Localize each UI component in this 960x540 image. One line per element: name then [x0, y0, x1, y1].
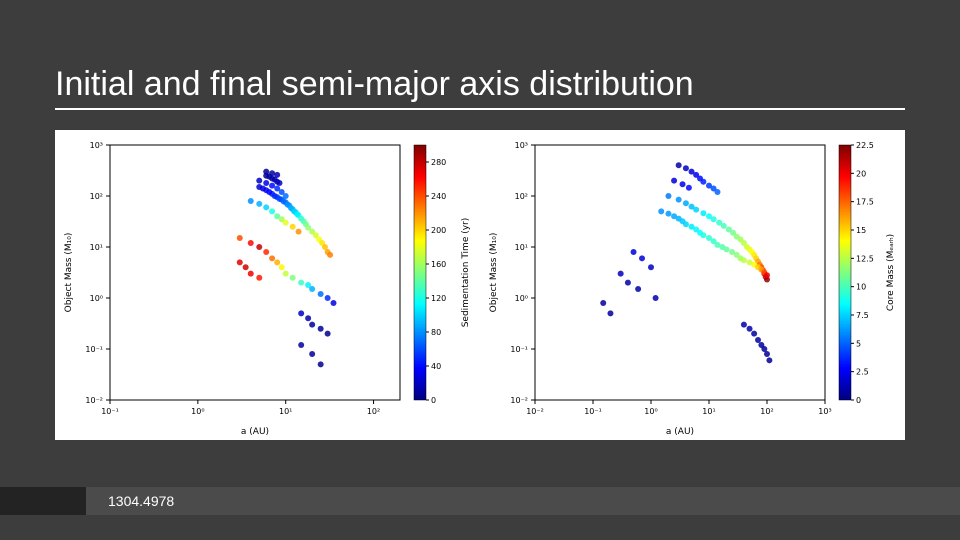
svg-text:10⁻¹: 10⁻¹	[584, 407, 602, 416]
svg-text:80: 80	[431, 328, 441, 337]
footer-reference: 1304.4978	[86, 487, 960, 515]
svg-text:a (AU): a (AU)	[241, 427, 269, 437]
svg-text:10⁰: 10⁰	[644, 407, 657, 416]
svg-text:10⁰: 10⁰	[191, 407, 204, 416]
svg-text:Object Mass (M₁₀): Object Mass (M₁₀)	[64, 233, 74, 313]
svg-text:Core Mass (Mₑₐᵣₕ): Core Mass (Mₑₐᵣₕ)	[886, 234, 896, 311]
svg-text:10⁰: 10⁰	[515, 294, 528, 303]
left-chart-panel: 10⁻¹ 10⁰ 10¹ 10² 10⁻² 10⁻¹ 10⁰ 10¹ 10² 10³ a (AU) O…	[55, 130, 480, 440]
svg-text:10²: 10²	[515, 192, 528, 201]
svg-text:240: 240	[431, 192, 446, 201]
svg-text:10⁰: 10⁰	[90, 294, 103, 303]
footer-bar: 1304.4978	[0, 487, 960, 515]
svg-text:0: 0	[431, 396, 436, 405]
svg-text:10¹: 10¹	[702, 407, 715, 416]
svg-text:10²: 10²	[90, 192, 103, 201]
svg-text:10¹: 10¹	[515, 243, 528, 252]
svg-text:120: 120	[431, 294, 446, 303]
svg-text:10¹: 10¹	[279, 407, 292, 416]
svg-text:280: 280	[431, 158, 446, 167]
svg-text:10⁻¹: 10⁻¹	[85, 345, 103, 354]
slide-title: Initial and final semi-major axis distri…	[55, 65, 905, 110]
svg-text:10⁻²: 10⁻²	[510, 396, 528, 405]
svg-text:7.5: 7.5	[856, 311, 869, 320]
svg-text:0: 0	[856, 396, 861, 405]
right-chart-panel: 10⁻² 10⁻¹ 10⁰ 10¹ 10² 10³ 10⁻² 10⁻¹ 10⁰ 10¹ 10² 10³…	[480, 130, 905, 440]
svg-text:Object Mass (M₁₀): Object Mass (M₁₀)	[489, 233, 499, 313]
svg-text:10⁻¹: 10⁻¹	[510, 345, 528, 354]
svg-text:22.5: 22.5	[856, 141, 874, 150]
svg-text:10²: 10²	[760, 407, 773, 416]
svg-text:160: 160	[431, 260, 446, 269]
svg-text:2.5: 2.5	[856, 368, 869, 377]
svg-text:10⁻²: 10⁻²	[85, 396, 103, 405]
svg-text:10³: 10³	[90, 141, 103, 150]
svg-text:15: 15	[856, 226, 866, 235]
svg-text:Sedimentation Time (yr): Sedimentation Time (yr)	[461, 218, 471, 328]
svg-text:10²: 10²	[367, 407, 380, 416]
svg-text:12.5: 12.5	[856, 254, 874, 263]
footer-accent	[0, 487, 86, 515]
svg-text:17.5: 17.5	[856, 198, 874, 207]
svg-text:10⁻²: 10⁻²	[526, 407, 544, 416]
left-scatter-chart: 10⁻¹ 10⁰ 10¹ 10² 10⁻² 10⁻¹ 10⁰ 10¹ 10² 10³ a (AU) O…	[55, 130, 480, 440]
svg-text:200: 200	[431, 226, 446, 235]
figure-area: 10⁻¹ 10⁰ 10¹ 10² 10⁻² 10⁻¹ 10⁰ 10¹ 10² 10³ a (AU) O…	[55, 130, 905, 440]
svg-text:40: 40	[431, 362, 441, 371]
svg-text:20: 20	[856, 169, 866, 178]
svg-text:10¹: 10¹	[90, 243, 103, 252]
right-scatter-chart: 10⁻² 10⁻¹ 10⁰ 10¹ 10² 10³ 10⁻² 10⁻¹ 10⁰ 10¹ 10² 10³…	[480, 130, 905, 440]
svg-text:10³: 10³	[515, 141, 528, 150]
svg-text:10⁻¹: 10⁻¹	[101, 407, 119, 416]
svg-text:5: 5	[856, 339, 861, 348]
svg-text:a (AU): a (AU)	[666, 427, 694, 437]
svg-text:10: 10	[856, 283, 866, 292]
svg-text:10³: 10³	[818, 407, 831, 416]
